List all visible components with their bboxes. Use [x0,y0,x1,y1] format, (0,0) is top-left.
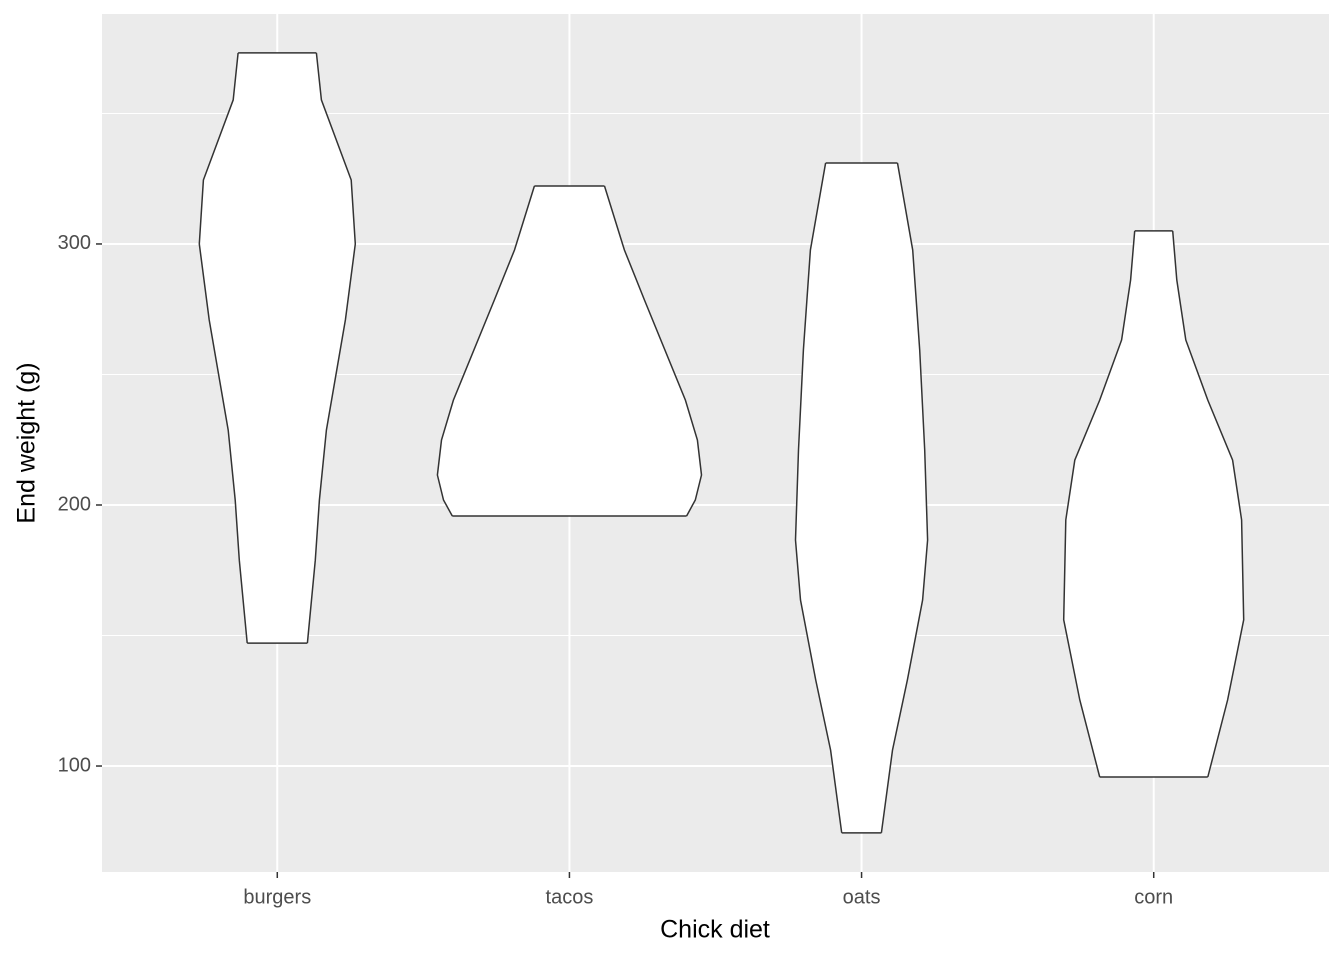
x-tick-label: tacos [546,886,594,908]
x-tick-label: burgers [243,886,311,908]
violin-right-edge [306,52,357,644]
violin-body [1063,230,1244,777]
violin-left-edge [198,52,248,644]
violin-right-edge [603,185,703,517]
y-tick-label: 300 [58,232,91,254]
violin-right-edge [1171,230,1245,778]
x-axis-title: Chick diet [660,916,770,944]
x-tick-label: oats [843,886,881,908]
y-tick-label: 100 [58,754,91,776]
y-tick-label: 200 [58,493,91,515]
violin-left-edge [794,162,843,833]
x-tick-label: corn [1134,886,1173,908]
violin-body [437,186,702,516]
y-axis-title: End weight (g) [13,362,41,523]
violin-body [795,163,928,833]
violin-left-edge [436,185,536,517]
violin-right-edge [880,162,929,833]
violin-left-edge [1062,230,1136,778]
violin-body [199,52,356,644]
